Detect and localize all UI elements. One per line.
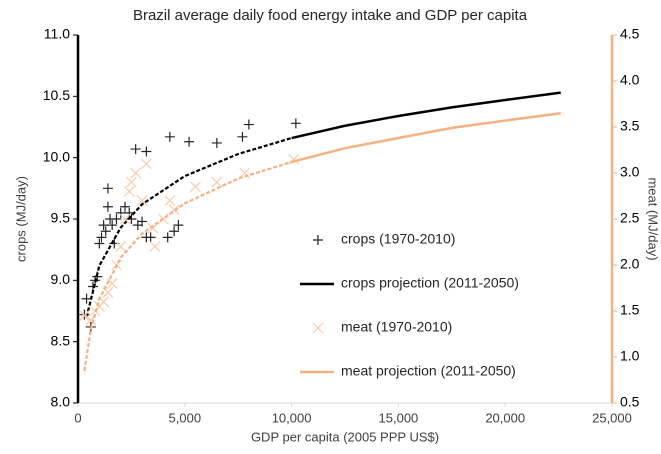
cross-marker (106, 277, 118, 289)
plus-marker (211, 137, 222, 148)
plus-marker (313, 235, 323, 245)
plus-marker (184, 136, 195, 147)
plus-marker (102, 201, 113, 212)
cross-marker (140, 158, 152, 170)
plus-marker (124, 207, 135, 218)
plus-marker (130, 144, 141, 155)
y2-tick-label: 1.0 (620, 348, 640, 364)
plus-marker (164, 131, 175, 142)
plus-marker (107, 220, 118, 231)
y2-tick-label: 4.0 (620, 72, 640, 88)
legend-label: crops (1970-2010) (341, 231, 455, 247)
x-tick-label: 5,000 (169, 410, 202, 425)
line (85, 136, 292, 318)
y-tick-label: 8.0 (51, 394, 71, 410)
y-tick-label: 8.5 (51, 332, 71, 348)
y2-tick-label: 4.5 (620, 26, 640, 42)
x-tick-label: 0 (74, 410, 81, 425)
cross-marker (130, 167, 142, 179)
y-tick-label: 11.0 (44, 26, 70, 42)
chart-title: Brazil average daily food energy intake … (133, 7, 528, 24)
y-tick-label: 9.5 (51, 210, 71, 226)
plus-marker (126, 214, 137, 224)
cross-marker (125, 176, 137, 188)
plus-marker (173, 220, 184, 231)
plus-marker (237, 131, 248, 142)
legend-label: meat (1970-2010) (341, 319, 452, 335)
cross-marker (78, 310, 90, 322)
plus-marker (100, 226, 111, 237)
legend-label: meat projection (2011-2050) (341, 363, 516, 379)
line (291, 111, 561, 164)
y-axis-label: crops (MJ/day) (13, 176, 28, 262)
y2-tick-label: 2.0 (620, 256, 640, 272)
plus-marker (98, 220, 109, 231)
line (83, 160, 292, 371)
cross-marker (136, 195, 148, 207)
plus-marker (162, 232, 173, 243)
x-axis-label: GDP per capita (2005 PPP US$) (251, 429, 439, 444)
line (291, 91, 561, 140)
plus-marker (111, 214, 122, 224)
plus-marker (145, 232, 156, 243)
cross-marker (149, 241, 161, 253)
cross-marker (164, 195, 176, 207)
cross-marker (211, 176, 223, 188)
plus-marker (96, 232, 107, 243)
x-tick-label: 15,000 (379, 410, 419, 425)
plus-marker (243, 119, 254, 130)
y2-tick-label: 3.0 (620, 164, 640, 180)
plus-marker (94, 238, 105, 249)
cross-marker (312, 322, 324, 334)
y2-axis-label: meat (MJ/day) (646, 177, 661, 260)
cross-marker (119, 213, 131, 225)
cross-marker (123, 185, 135, 197)
x-tick-label: 10,000 (272, 410, 312, 425)
plus-marker (87, 281, 98, 292)
y2-tick-label: 2.5 (620, 210, 640, 226)
y-tick-label: 9.0 (51, 271, 71, 287)
cross-marker (288, 153, 300, 165)
plus-marker (137, 216, 148, 227)
y2-tick-label: 3.5 (620, 118, 640, 134)
y-tick-label: 10.0 (43, 148, 70, 164)
y2-tick-label: 0.5 (620, 394, 640, 410)
plus-marker (119, 201, 130, 212)
y-tick-label: 10.5 (43, 87, 70, 103)
plus-marker (169, 226, 180, 237)
legend-label: crops projection (2011-2050) (341, 275, 519, 291)
x-tick-label: 25,000 (592, 410, 632, 425)
y2-tick-label: 1.5 (620, 302, 640, 318)
plus-marker (115, 207, 126, 218)
plus-marker (102, 183, 113, 194)
cross-marker (115, 241, 127, 253)
cross-marker (190, 181, 201, 193)
plus-marker (141, 146, 152, 157)
x-tick-label: 20,000 (485, 410, 525, 425)
plus-marker (81, 293, 92, 304)
plus-marker (290, 118, 301, 129)
